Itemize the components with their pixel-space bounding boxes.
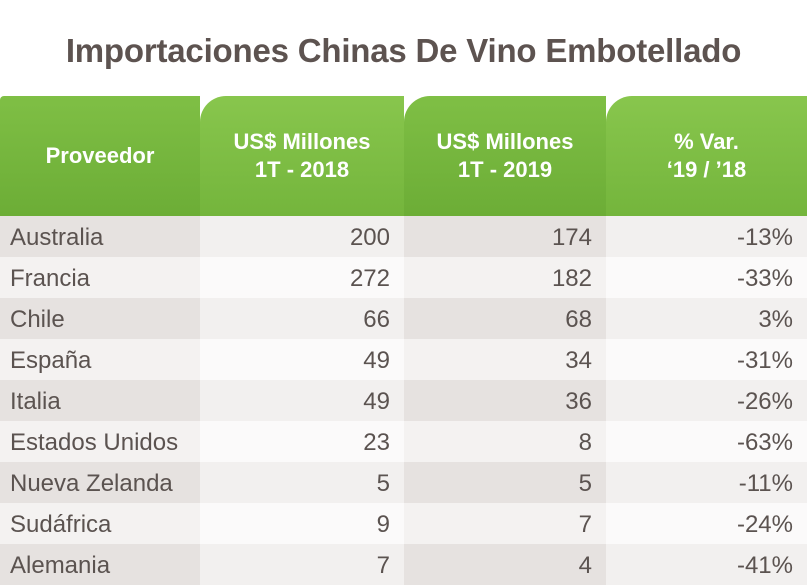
value-2019-cell: 8	[404, 421, 606, 462]
value-2018-cell: 7	[200, 544, 404, 585]
header-label: % Var.	[674, 129, 739, 154]
value-2019-cell: 36	[404, 380, 606, 421]
country-cell: Nueva Zelanda	[0, 462, 200, 503]
value-2018-cell: 49	[200, 339, 404, 380]
variation-cell: -11%	[606, 462, 807, 503]
header-cell-2018: US$ Millones 1T - 2018	[200, 96, 404, 216]
variation-cell: -41%	[606, 544, 807, 585]
value-2019-cell: 174	[404, 216, 606, 257]
variation-cell: -63%	[606, 421, 807, 462]
variation-cell: -31%	[606, 339, 807, 380]
table-row: Chile 66 68 3%	[0, 298, 807, 339]
value-2019-cell: 5	[404, 462, 606, 503]
value-2018-cell: 23	[200, 421, 404, 462]
country-cell: Chile	[0, 298, 200, 339]
value-2019-cell: 182	[404, 257, 606, 298]
table-row: Nueva Zelanda 5 5 -11%	[0, 462, 807, 503]
variation-cell: -26%	[606, 380, 807, 421]
value-2018-cell: 200	[200, 216, 404, 257]
variation-cell: -24%	[606, 503, 807, 544]
table-row: Estados Unidos 23 8 -63%	[0, 421, 807, 462]
country-cell: Italia	[0, 380, 200, 421]
table-row: España 49 34 -31%	[0, 339, 807, 380]
value-2019-cell: 68	[404, 298, 606, 339]
table-row: Sudáfrica 9 7 -24%	[0, 503, 807, 544]
value-2018-cell: 5	[200, 462, 404, 503]
header-sublabel: 1T - 2018	[254, 157, 350, 182]
value-2018-cell: 49	[200, 380, 404, 421]
table-title: Importaciones Chinas De Vino Embotellado	[65, 32, 742, 69]
table-body: Australia 200 174 -13% Francia 272 182 -33% Chil…	[0, 216, 807, 585]
header-cell-variation: % Var. ‘19 / ’18	[606, 96, 807, 216]
header-label: Proveedor	[45, 143, 155, 168]
value-2019-cell: 34	[404, 339, 606, 380]
header-sublabel: 1T - 2019	[457, 157, 553, 182]
imports-table: Proveedor US$ Millones 1T - 2018 US$ Mil…	[0, 96, 807, 585]
header-cell-proveedor: Proveedor	[0, 96, 200, 216]
country-cell: Australia	[0, 216, 200, 257]
table-row: Alemania 7 4 -41%	[0, 544, 807, 585]
country-cell: Sudáfrica	[0, 503, 200, 544]
value-2019-cell: 4	[404, 544, 606, 585]
header-label: US$ Millones	[436, 129, 574, 154]
header-sublabel: ‘19 / ’18	[666, 157, 747, 182]
variation-cell: -13%	[606, 216, 807, 257]
value-2018-cell: 66	[200, 298, 404, 339]
table-header: Proveedor US$ Millones 1T - 2018 US$ Mil…	[0, 96, 807, 216]
country-cell: Alemania	[0, 544, 200, 585]
country-cell: Estados Unidos	[0, 421, 200, 462]
table-row: Australia 200 174 -13%	[0, 216, 807, 257]
value-2018-cell: 272	[200, 257, 404, 298]
header-label: US$ Millones	[233, 129, 371, 154]
table-row: Francia 272 182 -33%	[0, 257, 807, 298]
header-cell-2019: US$ Millones 1T - 2019	[404, 96, 606, 216]
variation-cell: 3%	[606, 298, 807, 339]
value-2019-cell: 7	[404, 503, 606, 544]
country-cell: España	[0, 339, 200, 380]
value-2018-cell: 9	[200, 503, 404, 544]
variation-cell: -33%	[606, 257, 807, 298]
table-row: Italia 49 36 -26%	[0, 380, 807, 421]
country-cell: Francia	[0, 257, 200, 298]
